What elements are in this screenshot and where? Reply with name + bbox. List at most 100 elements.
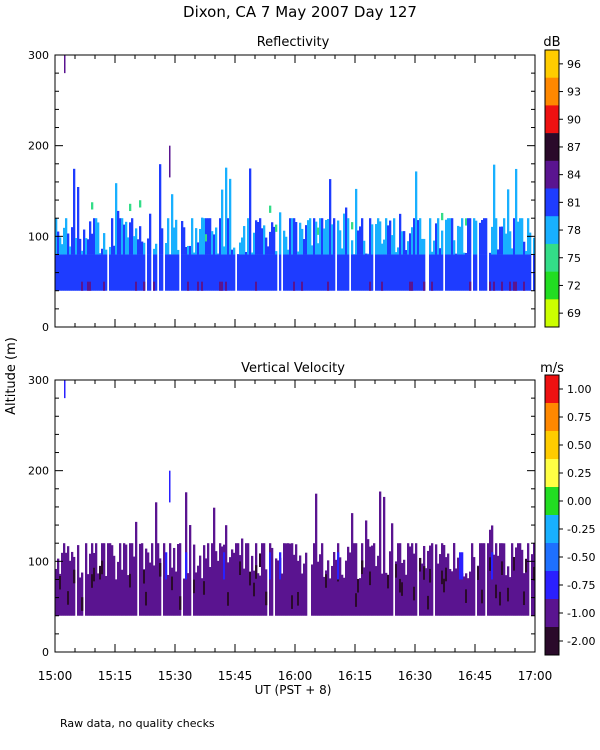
echo-cell (321, 218, 324, 255)
echo-cell (157, 543, 160, 616)
echo-cell (87, 254, 90, 291)
echo-cell (185, 247, 188, 255)
echo-cell (369, 571, 372, 586)
echo-cell (497, 249, 500, 255)
echo-cell (91, 574, 94, 588)
echo-cell (519, 218, 522, 255)
echo-cell (525, 570, 528, 616)
echo-cell (237, 254, 240, 291)
echo-cell (477, 565, 480, 616)
echo-cell (149, 213, 152, 255)
echo-cell (87, 281, 90, 291)
echo-cell (467, 218, 470, 255)
echo-cell (181, 221, 184, 255)
echo-cell (201, 281, 204, 291)
echo-cell (77, 254, 80, 291)
echo-cell (521, 549, 524, 616)
echo-cell (305, 225, 308, 255)
echo-cell (133, 254, 136, 291)
colorbar-label: 0.00 (567, 495, 592, 508)
echo-cell (279, 557, 282, 616)
echo-cell (257, 221, 260, 255)
echo-cell (319, 254, 322, 291)
echo-cell (389, 254, 392, 291)
echo-cell (297, 254, 300, 291)
echo-cell (135, 521, 138, 616)
echo-cell (227, 218, 230, 255)
echo-cell (305, 552, 308, 616)
echo-cell (439, 248, 442, 255)
echo-cell (299, 555, 302, 616)
echo-cell (301, 573, 304, 616)
echo-cell (167, 574, 170, 616)
echo-cell (527, 543, 530, 616)
echo-cell (69, 246, 72, 255)
echo-cell (411, 254, 414, 291)
echo-cell (121, 569, 124, 616)
echo-cell (361, 560, 364, 575)
echo-cell (189, 254, 192, 291)
echo-cell (81, 254, 84, 291)
echo-cell (239, 254, 242, 291)
echo-cell (413, 218, 416, 255)
echo-cell (193, 252, 196, 255)
echo-cell (409, 233, 412, 255)
echo-cell (179, 596, 182, 610)
echo-cell (145, 591, 148, 606)
echo-cell (267, 254, 270, 291)
echo-cell (301, 228, 304, 255)
echo-cell (91, 202, 94, 210)
echo-cell (419, 218, 422, 255)
echo-cell (211, 231, 214, 255)
y-tick-label: 0 (42, 321, 49, 334)
echo-cell (319, 218, 322, 255)
echo-cell (321, 543, 324, 616)
echo-cell (339, 230, 342, 255)
echo-cell (405, 254, 408, 291)
echo-cell (147, 552, 150, 616)
echo-cell (345, 254, 348, 291)
echo-cell (211, 543, 214, 616)
echo-cell (67, 233, 70, 255)
unit-label-velocity: m/s (540, 361, 564, 376)
echo-cell (169, 254, 172, 291)
echo-cell (355, 188, 358, 255)
echo-cell (183, 578, 186, 616)
echo-cell (327, 281, 330, 291)
echo-cell (441, 570, 444, 585)
colorbar-swatch (545, 487, 559, 516)
echo-cell (185, 254, 188, 291)
echo-cell (513, 281, 516, 291)
echo-cell (63, 254, 66, 291)
echo-cell (431, 543, 434, 616)
echo-cell (109, 543, 112, 616)
echo-cell (101, 560, 104, 575)
echo-cell (139, 200, 142, 208)
echo-cell (507, 587, 510, 602)
echo-cell (213, 507, 216, 616)
echo-cell (317, 243, 320, 255)
echo-cell (113, 555, 116, 616)
echo-cell (515, 547, 518, 616)
echo-cell (445, 567, 448, 582)
echo-cell (421, 563, 424, 616)
echo-cell (259, 553, 262, 568)
echo-cell (61, 244, 64, 255)
echo-cell (231, 249, 234, 255)
echo-cell (147, 254, 150, 291)
echo-cell (245, 251, 248, 255)
echo-cell (225, 254, 228, 291)
echo-cell (257, 254, 260, 291)
echo-cell (369, 281, 372, 291)
echo-cell (467, 254, 470, 291)
echo-cell (315, 254, 318, 291)
echo-cell (303, 254, 306, 291)
echo-cell (475, 220, 478, 255)
echo-cell (311, 564, 314, 616)
echo-cell (473, 218, 476, 255)
echo-cell (269, 552, 272, 580)
colorbar-label: 96 (567, 58, 581, 71)
echo-cell (507, 189, 510, 255)
echo-cell (407, 241, 410, 255)
echo-cell (401, 582, 404, 596)
